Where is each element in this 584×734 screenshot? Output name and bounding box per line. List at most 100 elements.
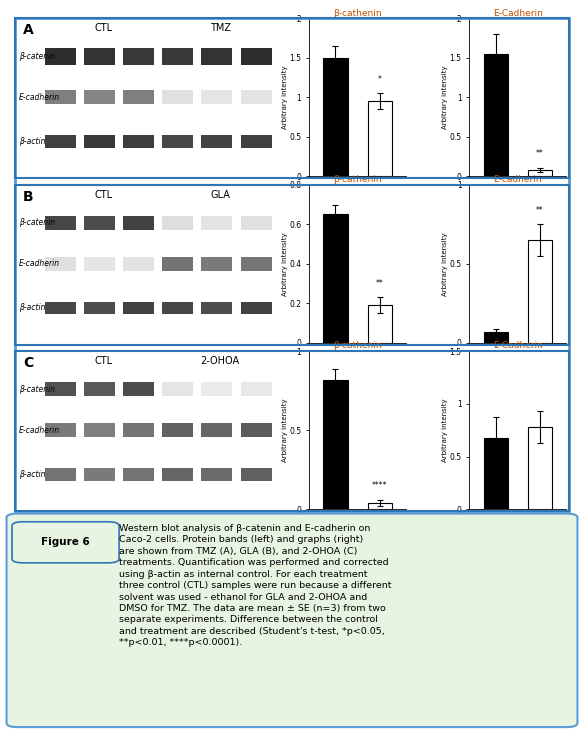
Bar [241, 48, 272, 65]
Bar [484, 54, 508, 176]
Bar [367, 503, 392, 509]
Bar [123, 135, 154, 148]
Bar [241, 423, 272, 437]
Bar [201, 257, 232, 271]
Text: 2-OHOA: 2-OHOA [201, 356, 240, 366]
Bar [241, 90, 272, 104]
Y-axis label: Arbitrary intensity: Arbitrary intensity [282, 399, 288, 462]
Text: E-cadherin: E-cadherin [19, 92, 60, 102]
Bar [123, 468, 154, 481]
Bar [201, 468, 232, 481]
Y-axis label: Arbitrary intensity: Arbitrary intensity [442, 65, 448, 129]
Text: **: ** [536, 206, 544, 215]
Bar [201, 135, 232, 148]
Bar [84, 257, 115, 271]
Bar [528, 170, 552, 176]
Bar [162, 90, 193, 104]
Bar [44, 468, 76, 481]
Bar [367, 305, 392, 343]
Text: TMZ: TMZ [210, 23, 231, 33]
Bar [44, 423, 76, 437]
Bar [162, 382, 193, 396]
Bar [201, 90, 232, 104]
Text: **: ** [536, 149, 544, 158]
Text: **: ** [376, 279, 384, 288]
Text: Western blot analysis of β-catenin and E-cadherin on
Caco-2 cells. Protein bands: Western blot analysis of β-catenin and E… [119, 524, 392, 647]
Bar [84, 216, 115, 230]
Bar [201, 423, 232, 437]
Title: E-Cadherin: E-Cadherin [493, 341, 543, 350]
Text: ****: **** [372, 482, 387, 490]
Bar [123, 382, 154, 396]
Bar [367, 101, 392, 176]
Text: β-catenin: β-catenin [19, 52, 55, 61]
Bar [241, 382, 272, 396]
Bar [201, 382, 232, 396]
Bar [84, 382, 115, 396]
Title: E-Cadherin: E-Cadherin [493, 9, 543, 18]
Text: β-actin: β-actin [19, 303, 46, 313]
Bar [241, 216, 272, 230]
Text: β-actin: β-actin [19, 137, 46, 146]
Title: E-cadherin: E-cadherin [493, 175, 542, 184]
Bar [528, 427, 552, 509]
Bar [201, 302, 232, 314]
Text: CTL: CTL [95, 356, 113, 366]
Text: Figure 6: Figure 6 [41, 537, 90, 548]
Bar [162, 423, 193, 437]
Bar [84, 48, 115, 65]
Bar [84, 423, 115, 437]
Bar [84, 302, 115, 314]
Bar [484, 332, 508, 343]
Bar [241, 257, 272, 271]
Text: β-actin: β-actin [19, 470, 46, 479]
Bar [162, 302, 193, 314]
Text: E-cadherin: E-cadherin [19, 259, 60, 268]
Bar [84, 135, 115, 148]
Bar [324, 379, 347, 509]
Bar [123, 48, 154, 65]
Bar [123, 90, 154, 104]
Y-axis label: Arbitrary intensity: Arbitrary intensity [442, 232, 448, 296]
Bar [162, 468, 193, 481]
Bar [123, 423, 154, 437]
Text: β-catenin: β-catenin [19, 385, 55, 393]
Bar [44, 382, 76, 396]
Bar [241, 135, 272, 148]
Title: β-cathenin: β-cathenin [333, 175, 382, 184]
Bar [162, 135, 193, 148]
Bar [484, 437, 508, 509]
Bar [84, 468, 115, 481]
Title: β-cathenin: β-cathenin [333, 9, 382, 18]
Bar [528, 240, 552, 343]
Y-axis label: Arbitrary intensity: Arbitrary intensity [442, 399, 448, 462]
Bar [44, 302, 76, 314]
Text: GLA: GLA [210, 189, 230, 200]
Bar [324, 214, 347, 343]
Text: CTL: CTL [95, 189, 113, 200]
Bar [44, 48, 76, 65]
Text: *: * [378, 75, 381, 84]
Bar [241, 302, 272, 314]
Bar [241, 468, 272, 481]
Bar [201, 216, 232, 230]
Text: β-catenin: β-catenin [19, 218, 55, 228]
Title: β-cathenin: β-cathenin [333, 341, 382, 350]
Bar [44, 216, 76, 230]
Bar [162, 48, 193, 65]
FancyBboxPatch shape [12, 522, 119, 563]
Bar [84, 90, 115, 104]
Bar [162, 257, 193, 271]
Bar [123, 302, 154, 314]
Y-axis label: Arbitrary intensity: Arbitrary intensity [282, 65, 288, 129]
FancyBboxPatch shape [6, 514, 578, 727]
Text: CTL: CTL [95, 23, 113, 33]
Bar [162, 216, 193, 230]
Bar [44, 135, 76, 148]
Text: E-cadherin: E-cadherin [19, 426, 60, 435]
Bar [123, 216, 154, 230]
Text: A: A [23, 23, 34, 37]
Bar [123, 257, 154, 271]
Bar [44, 90, 76, 104]
Y-axis label: Arbitrary intensity: Arbitrary intensity [282, 232, 288, 296]
